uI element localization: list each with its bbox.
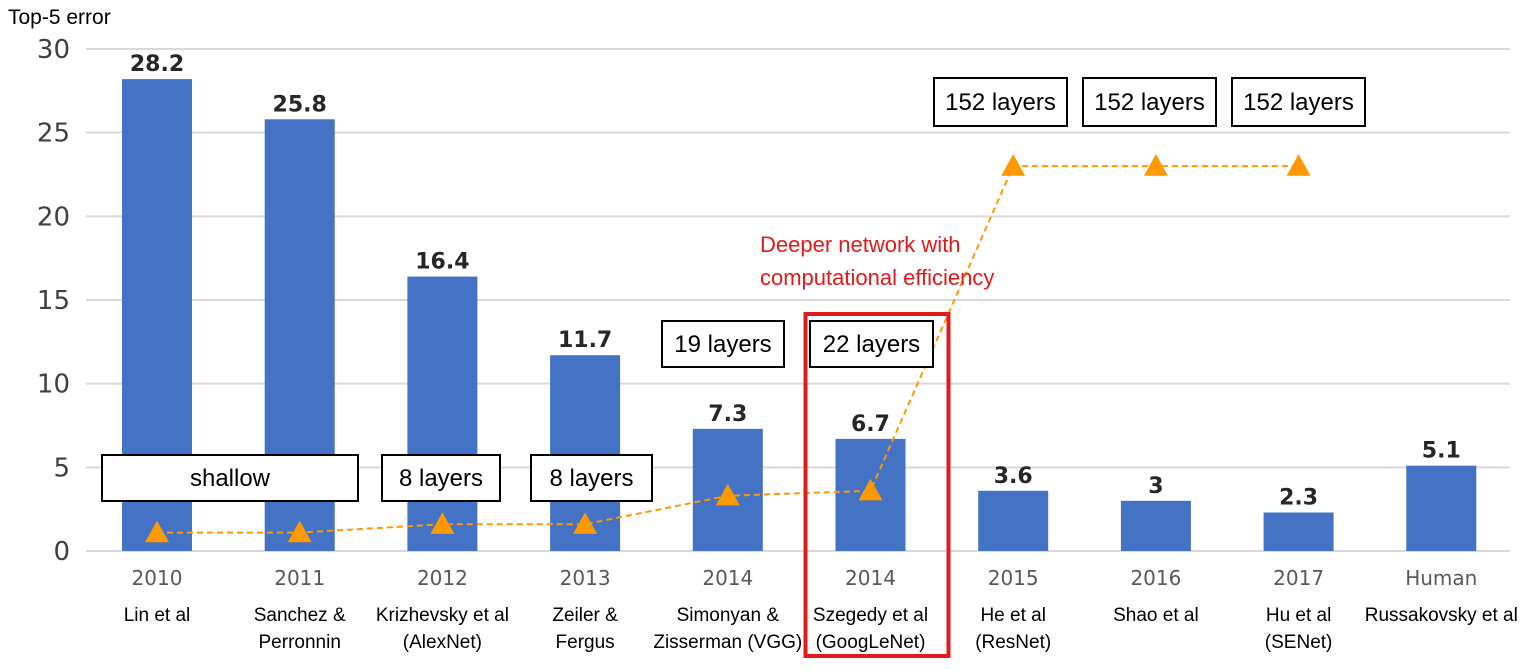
layer-label: 19 layers — [674, 331, 771, 358]
year-label: 2016 — [1130, 566, 1181, 590]
author-label: Russakovsky et al — [1365, 605, 1518, 626]
author-label: Krizhevsky et al — [376, 605, 509, 626]
value-label: 5.1 — [1422, 439, 1461, 464]
layer-label: 8 layers — [549, 465, 633, 492]
layer-label-box — [101, 454, 359, 502]
depth-marker — [1143, 154, 1168, 176]
y-tick-label: 25 — [37, 119, 70, 149]
author-label: Hu et al — [1266, 605, 1331, 626]
depth-marker — [573, 512, 598, 534]
author-label: Fergus — [556, 632, 615, 653]
layer-label-box — [1231, 77, 1366, 127]
layer-label: shallow — [190, 465, 271, 492]
author-label: Shao et al — [1113, 605, 1199, 626]
y-axis-title: Top-5 error — [8, 6, 111, 29]
y-tick-label: 30 — [37, 35, 70, 65]
annotation-line: Deeper network with — [760, 232, 961, 257]
author-label: (ResNet) — [975, 632, 1051, 653]
layer-label-box — [933, 77, 1068, 127]
value-label: 11.7 — [558, 328, 612, 353]
value-label: 28.2 — [130, 52, 184, 77]
depth-marker — [1286, 154, 1311, 176]
layer-labels: shallow 8 layers 8 layers 19 layers 22 layer… — [101, 77, 1366, 502]
value-label: 3 — [1148, 474, 1163, 499]
year-label: 2013 — [560, 566, 611, 590]
y-tick-label: 5 — [53, 453, 70, 483]
author-label: (SENet) — [1265, 632, 1333, 653]
y-tick-label: 0 — [53, 537, 70, 567]
year-label: 2011 — [274, 566, 325, 590]
layer-label: 22 layers — [823, 331, 920, 358]
year-label: 2017 — [1273, 566, 1324, 590]
value-label: 16.4 — [415, 250, 469, 275]
bar — [1263, 512, 1334, 551]
year-label: Human — [1405, 566, 1477, 590]
x-axis-labels: 2010 Lin et al 2011 Sanchez & Perronnin 2012 K… — [124, 566, 1518, 653]
depth-marker — [145, 520, 169, 543]
depth-marker — [858, 478, 883, 501]
layer-label: 152 layers — [1243, 89, 1354, 116]
author-label: (GoogLeNet) — [816, 632, 926, 653]
y-tick-labels: 0 5 10 15 20 25 30 — [37, 35, 70, 567]
y-tick-label: 15 — [37, 286, 70, 316]
author-label: Simonyan & — [677, 605, 780, 626]
depth-marker — [1001, 154, 1026, 176]
year-label: 2014 — [845, 566, 896, 590]
layer-label-box — [381, 454, 501, 502]
layer-label: 152 layers — [1094, 89, 1205, 116]
layer-label-box — [661, 320, 785, 368]
depth-series — [145, 154, 1311, 543]
value-label: 6.7 — [851, 412, 890, 437]
y-tick-label: 20 — [37, 202, 70, 232]
bar — [1120, 500, 1191, 551]
depth-marker — [430, 512, 455, 534]
layer-label: 8 layers — [399, 465, 483, 492]
layer-label-box — [1082, 77, 1217, 127]
bar — [407, 276, 478, 551]
value-label: 3.6 — [994, 464, 1033, 489]
depth-marker — [715, 483, 740, 506]
bar — [1406, 465, 1477, 551]
author-label: (AlexNet) — [403, 632, 482, 653]
author-label: Zeiler & — [552, 605, 618, 626]
author-label: Szegedy et al — [813, 605, 928, 626]
year-label: 2015 — [988, 566, 1039, 590]
year-label: 2014 — [702, 566, 753, 590]
author-label: Perronnin — [259, 632, 341, 653]
author-label: Lin et al — [124, 605, 191, 626]
layer-label-box — [530, 454, 653, 502]
author-label: Zisserman (VGG) — [653, 632, 802, 653]
layer-label: 152 layers — [945, 89, 1056, 116]
author-label: He et al — [980, 605, 1045, 626]
layer-label-box — [809, 320, 934, 368]
googlenet-highlight-box — [803, 312, 951, 658]
depth-marker — [287, 520, 312, 543]
annotation-line: computational efficiency — [760, 265, 994, 290]
value-label: 2.3 — [1279, 486, 1318, 511]
year-label: 2012 — [417, 566, 468, 590]
y-tick-label: 10 — [37, 370, 70, 400]
deeper-network-annotation: Deeper network with computational efficie… — [760, 232, 994, 290]
bar — [978, 490, 1049, 551]
value-label: 25.8 — [273, 92, 327, 117]
value-labels: 28.2 25.8 16.4 11.7 7.3 6.7 3.6 3 2.3 5.1 — [130, 52, 1461, 510]
value-label: 7.3 — [708, 402, 747, 427]
year-label: 2010 — [132, 566, 183, 590]
author-label: Sanchez & — [254, 605, 346, 626]
